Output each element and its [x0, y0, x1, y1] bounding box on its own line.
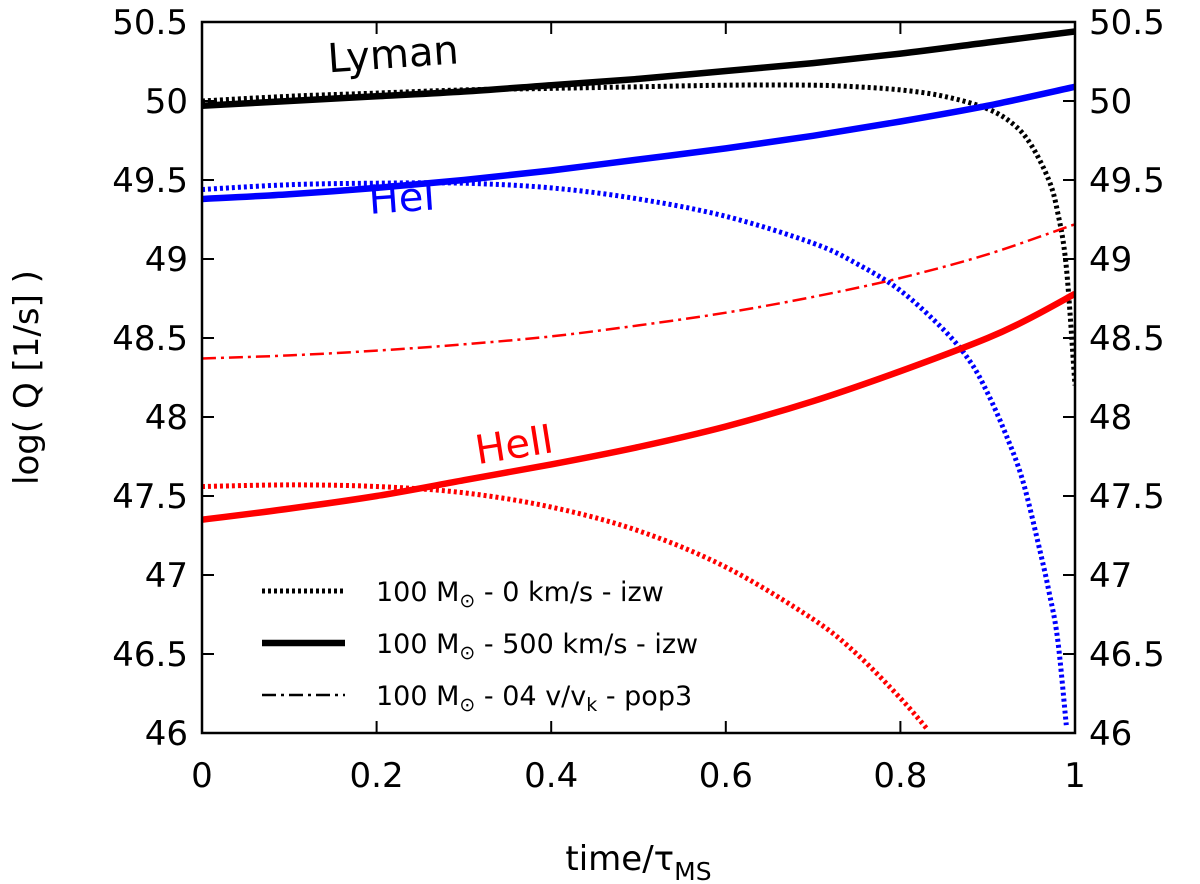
series-line-heii-solid	[202, 290, 1075, 523]
x-tick-label: 0.6	[699, 756, 753, 796]
series-lines	[202, 28, 1075, 730]
y-axis-title: log( Q [1/s] )	[7, 270, 47, 485]
legend: 100 M⊙ - 0 km/s - izw 100 M⊙ - 500 km/s -…	[262, 577, 698, 716]
legend-label: 100 M⊙ - 500 km/s - izw	[376, 629, 698, 664]
plot-frame	[200, 20, 1077, 735]
y-tick-label-left: 46	[145, 714, 188, 754]
y-tick-label-right: 50.5	[1089, 3, 1165, 43]
x-tick-label: 0.8	[873, 756, 927, 796]
y-tick-label-left: 49.5	[112, 161, 188, 201]
legend-label: 100 M⊙ - 0 km/s - izw	[376, 577, 664, 612]
y-tick-label-left: 47.5	[112, 477, 188, 517]
series-line-lyman-dotted	[202, 82, 1075, 386]
x-tick-label: 0.2	[350, 756, 404, 796]
series-line-heii-dashdot	[202, 223, 1075, 360]
y-tick-label-left: 50	[145, 82, 188, 122]
y-tick-label-left: 50.5	[112, 3, 188, 43]
series-label-hei: HeI	[367, 173, 437, 224]
series-line-lyman-solid	[202, 28, 1075, 109]
y-tick-label-right: 47	[1089, 556, 1132, 596]
series-line-heii-dotted	[202, 482, 929, 730]
axes: 46 46 46.5 46.5 47 47 47.5 47.5 48 48 48.5 48.5 49 49…	[7, 3, 1165, 884]
y-tick-label-left: 48.5	[112, 319, 188, 359]
series-line-hei-dotted	[202, 180, 1069, 726]
y-tick-label-left: 46.5	[112, 635, 188, 675]
x-tick-label: 0	[191, 756, 213, 796]
x-tick-label: 0.4	[524, 756, 578, 796]
y-tick-label-right: 47.5	[1089, 477, 1165, 517]
x-axis-title: time/τMS	[565, 839, 711, 884]
y-tick-label-left: 47	[145, 556, 188, 596]
series-line-hei-solid	[202, 83, 1075, 203]
y-tick-label-right: 49	[1089, 240, 1132, 280]
y-tick-label-right: 46	[1089, 714, 1132, 754]
legend-label: 100 M⊙ - 04 v/vk - pop3	[376, 681, 692, 716]
series-label-lyman: Lyman	[326, 27, 460, 82]
y-tick-label-right: 48.5	[1089, 319, 1165, 359]
y-tick-label-left: 48	[145, 398, 188, 438]
x-tick-label: 1	[1064, 756, 1086, 796]
tick-marks	[201, 21, 1076, 734]
y-tick-label-right: 48	[1089, 398, 1132, 438]
y-tick-label-right: 46.5	[1089, 635, 1165, 675]
y-tick-label-left: 49	[145, 240, 188, 280]
y-tick-label-right: 49.5	[1089, 161, 1165, 201]
y-tick-label-right: 50	[1089, 82, 1132, 122]
